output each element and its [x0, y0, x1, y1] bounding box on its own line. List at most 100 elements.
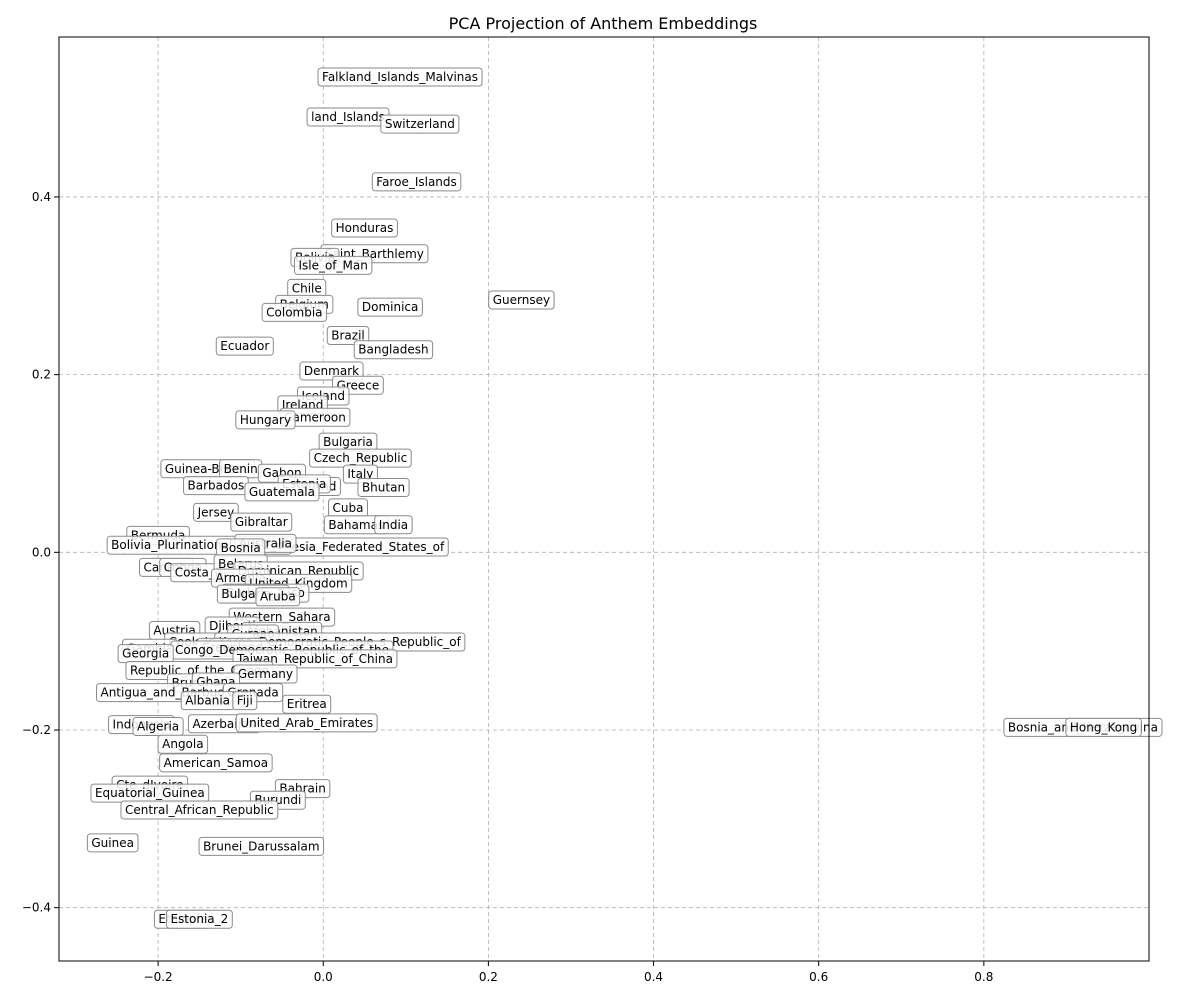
point-label-box — [331, 218, 398, 238]
point-label: land_Islands — [306, 107, 390, 127]
point-label: Guernsey — [488, 290, 555, 310]
point-label-text: Denmark — [304, 364, 359, 378]
point-label: Honduras — [331, 218, 398, 238]
point-label-box — [488, 290, 555, 310]
point-label-box — [374, 515, 413, 535]
point-label-text: Ecuador — [220, 339, 269, 353]
point-label: Falkland_Islands_Malvinas — [317, 67, 483, 87]
point-label: Gibraltar — [230, 512, 293, 532]
point-label-text: Faroe_Islands — [376, 175, 457, 189]
point-label-box — [230, 512, 293, 532]
point-label-box — [193, 502, 239, 522]
point-label: Benin — [219, 459, 263, 479]
point-label: Chile — [287, 278, 327, 298]
point-label-text: Guinea — [91, 836, 134, 850]
point-label: Czech_Republic — [309, 448, 412, 468]
point-label-box — [357, 477, 410, 497]
point-label-text: Guatemala — [249, 485, 315, 499]
point-label-text: Dominica — [362, 300, 419, 314]
y-tick-label: −0.4 — [22, 901, 51, 915]
grid — [59, 37, 1149, 961]
point-label: Brazil — [326, 326, 370, 346]
point-label: Dominica — [357, 297, 423, 317]
point-label-text: Chile — [292, 281, 322, 295]
point-label-text: Falkland_Islands_Malvinas — [322, 70, 478, 84]
point-label: Ecuador — [215, 336, 274, 356]
point-label-box — [282, 694, 332, 714]
point-label-box — [157, 734, 209, 754]
point-label-box — [380, 114, 460, 134]
point-label-box — [244, 482, 320, 502]
point-label: Aruba — [255, 587, 301, 607]
point-label-text: Czech_Republic — [314, 451, 408, 465]
y-tick-label: 0.0 — [32, 545, 51, 559]
point-label-text: Brazil — [331, 329, 365, 343]
point-label: Jersey — [193, 502, 239, 522]
point-label: Algeria — [132, 716, 184, 736]
point-label: Hong_Kong — [1065, 717, 1142, 737]
point-label: Albania — [180, 691, 235, 711]
point-label: Central_African_Republic — [120, 800, 279, 820]
point-label-text: Hungary — [240, 413, 291, 427]
point-label-box — [255, 587, 301, 607]
point-label-text: Barbados — [188, 479, 245, 493]
point-label-text: American_Samoa — [164, 756, 268, 770]
point-label: Bangladesh — [353, 340, 434, 360]
point-label: Bahamas — [323, 515, 389, 535]
x-tick-label: 0.8 — [974, 970, 993, 984]
point-label-text: Benin — [224, 462, 258, 476]
point-label-box — [232, 691, 258, 711]
point-label-box — [120, 800, 279, 820]
point-label: Brunei_Darussalam — [198, 836, 325, 856]
point-label-box — [159, 753, 273, 773]
point-label-text: Colombia — [266, 305, 322, 319]
point-label: Cuba — [328, 498, 368, 518]
point-label-box — [317, 67, 483, 87]
point-label: Bulgaria — [318, 432, 378, 452]
point-label-text: Italy — [347, 467, 373, 481]
point-label-box — [165, 909, 233, 929]
point-label-text: Gibraltar — [235, 515, 288, 529]
point-label-text: Albania — [185, 694, 230, 708]
point-label: Micronesia_Federated_States_of — [247, 537, 449, 557]
point-label-text: India — [379, 518, 408, 532]
point-label-box — [293, 255, 373, 275]
point-label-text: Germany — [238, 667, 293, 681]
point-label-text: Cameroon — [284, 410, 346, 424]
point-label-text: Cuba — [333, 501, 364, 515]
point-label-text: Equatorial_Guinea — [95, 786, 205, 800]
point-label-text: Taiwan_Republic_of_China — [236, 652, 393, 666]
point-label: Fiji — [232, 691, 258, 711]
point-label: India — [374, 515, 413, 535]
point-label-box — [235, 713, 378, 733]
point-label-box — [215, 336, 274, 356]
point-label-box — [198, 836, 325, 856]
x-tick-label: 0.0 — [314, 970, 333, 984]
point-label-text: land_Islands — [311, 110, 385, 124]
point-label-text: Micronesia_Federated_States_of — [252, 540, 445, 554]
point-label-text: Angola — [162, 737, 203, 751]
point-label-text: Isle_of_Man — [298, 258, 367, 272]
point-label-box — [299, 361, 364, 381]
point-label-text: Bulgaria — [323, 435, 373, 449]
point-label-box — [326, 326, 370, 346]
point-label-text: Central_African_Republic — [125, 803, 274, 817]
point-label-box — [235, 410, 296, 430]
point-label-text: United_Arab_Emirates — [240, 716, 373, 730]
point-label: Estonia_2 — [165, 909, 233, 929]
point-label: Taiwan_Republic_of_China — [232, 649, 398, 669]
point-label: Guinea — [86, 833, 139, 853]
point-label: Equatorial_Guinea — [90, 783, 210, 803]
x-tick-label: 0.6 — [809, 970, 828, 984]
point-label: Hungary — [235, 410, 296, 430]
point-label-text: Fiji — [237, 694, 253, 708]
point-label-text: Bahamas — [328, 518, 384, 532]
point-label-text: Jersey — [197, 505, 235, 519]
point-label: Eritrea — [282, 694, 332, 714]
point-label-box — [132, 716, 184, 736]
point-label-text: Aruba — [260, 590, 296, 604]
point-label: Isle_of_Man — [293, 255, 373, 275]
chart-title: PCA Projection of Anthem Embeddings — [449, 14, 758, 33]
